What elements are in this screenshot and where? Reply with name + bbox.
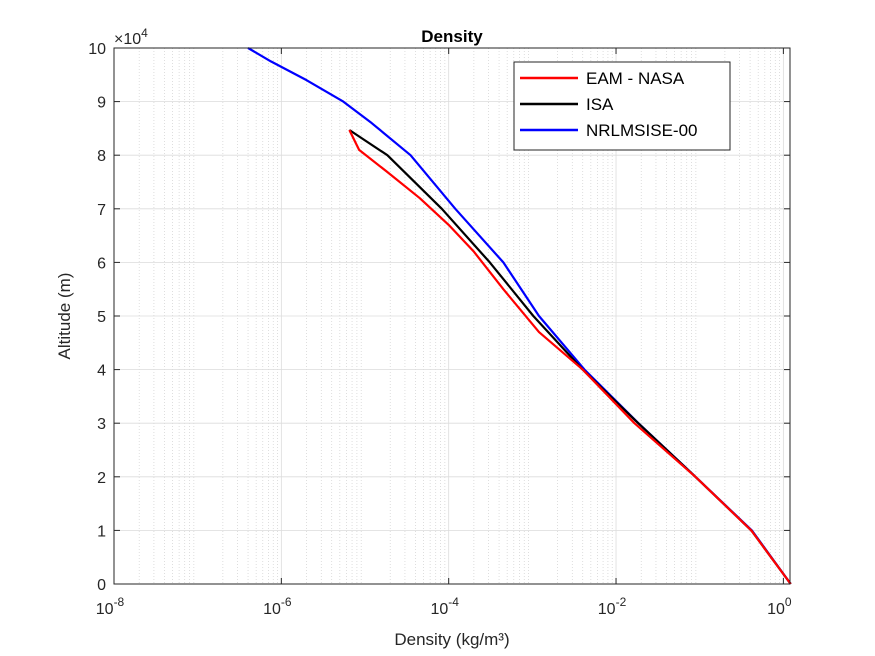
y-tick-label: 7 <box>97 202 106 219</box>
x-tick-label: 100 <box>767 595 792 618</box>
x-tick-label: 10-8 <box>96 595 125 618</box>
x-tick-label: 10-6 <box>263 595 292 618</box>
legend: EAM - NASA ISA NRLMSISE-00 <box>513 61 731 151</box>
y-tick-label: 6 <box>97 255 106 272</box>
y-tick-label: 10 <box>88 41 106 58</box>
y-tick-label: 9 <box>97 95 106 112</box>
x-tick-label: 10-4 <box>430 595 459 618</box>
y-axis-exponent: ×104 <box>114 26 148 48</box>
legend-box <box>513 61 731 151</box>
series-line-eam-nasa <box>348 129 792 585</box>
series-layer <box>247 47 792 585</box>
y-tick-label: 1 <box>97 523 106 540</box>
legend-label: NRLMSISE-00 <box>586 121 697 140</box>
y-exponent-label: ×104 <box>114 26 148 48</box>
y-tick-label: 8 <box>97 148 106 165</box>
y-tick-label: 2 <box>97 470 106 487</box>
y-tick-label: 0 <box>97 577 106 594</box>
legend-label: EAM - NASA <box>586 69 685 88</box>
axes <box>113 47 791 585</box>
grid-lines <box>113 47 790 585</box>
tick-labels: 10-8 10-6 10-4 10-2 100 0 1 2 3 4 5 6 7 8 9 10 <box>88 41 792 618</box>
legend-label: ISA <box>586 95 614 114</box>
y-tick-label: 3 <box>97 416 106 433</box>
y-tick-label: 5 <box>97 309 106 326</box>
x-tick-label: 10-2 <box>598 595 627 618</box>
y-tick-label: 4 <box>97 363 106 380</box>
chart-title: Density <box>421 27 483 46</box>
x-axis-label: Density (kg/m³) <box>394 630 509 649</box>
y-axis-label: Altitude (m) <box>55 273 74 360</box>
